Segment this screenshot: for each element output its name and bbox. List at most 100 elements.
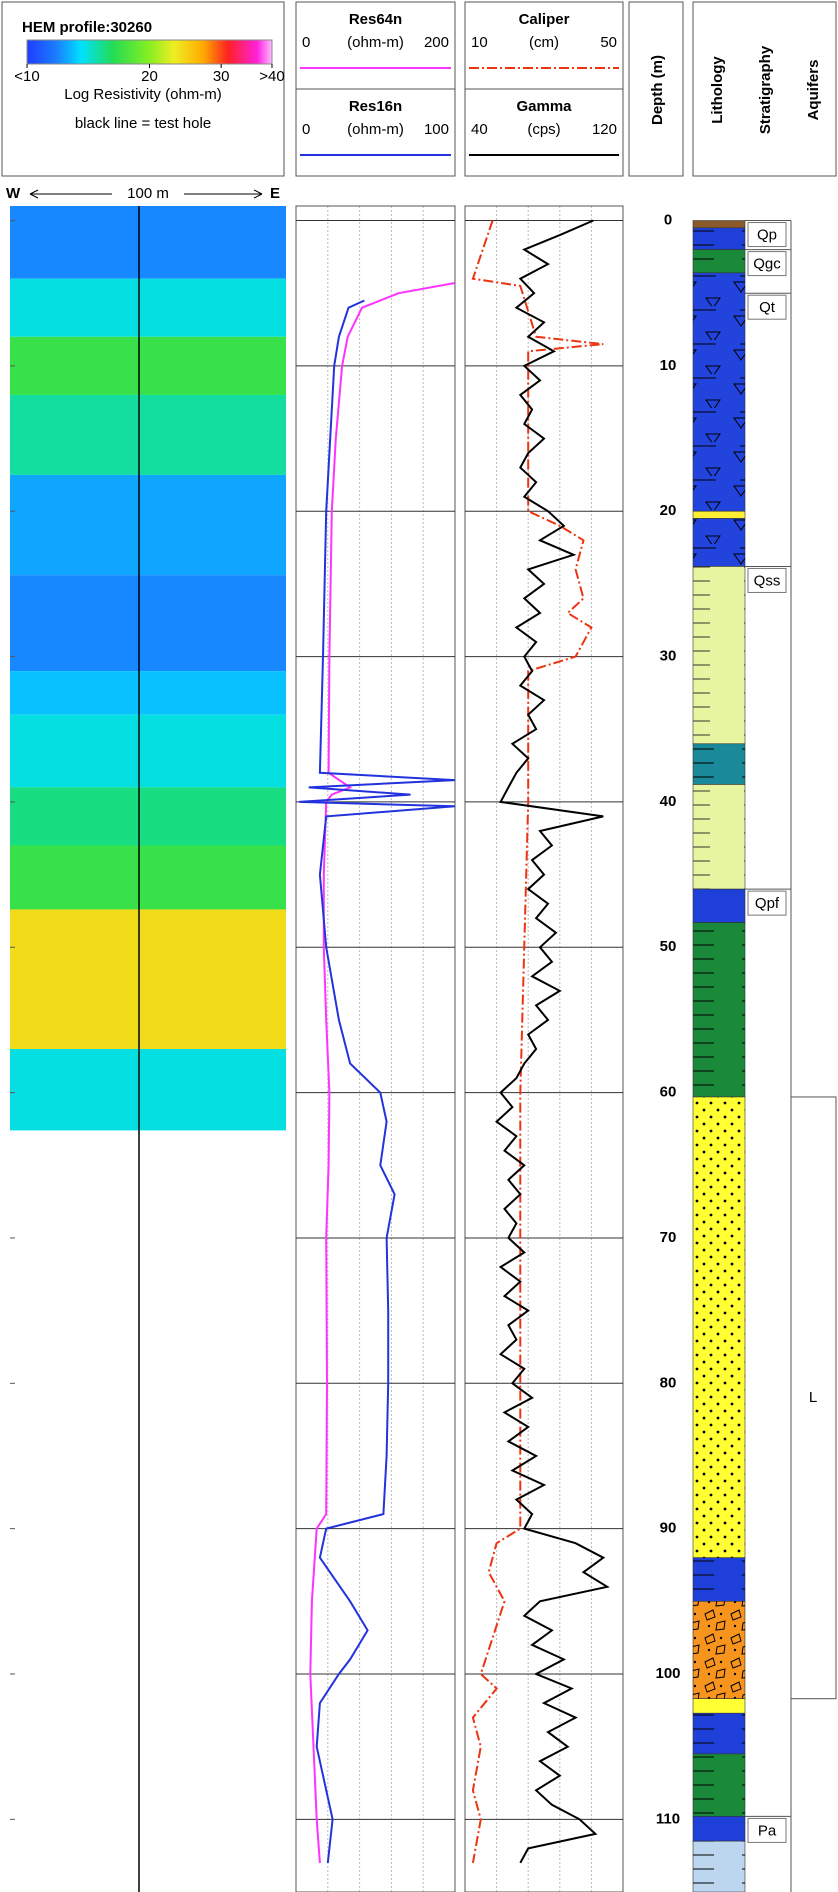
depth-tick-label: 90 — [660, 1520, 677, 1537]
depth-tick-label: 30 — [660, 648, 677, 665]
lithology-layer — [692, 1816, 746, 1842]
depth-axis-title: Depth (m) — [649, 55, 666, 125]
depth-tick-label: 70 — [660, 1229, 677, 1246]
aquifer — [790, 1096, 837, 1700]
lithology-layer — [692, 1698, 746, 1714]
scale-unit: (cps) — [527, 121, 560, 138]
lithology-pattern — [693, 1096, 745, 1558]
lithology-pattern — [693, 743, 745, 785]
distance-label: 100 m — [127, 185, 169, 202]
lithology-layer — [692, 510, 746, 519]
track-curves — [471, 219, 610, 1864]
track-frame — [464, 205, 624, 1892]
scale-max: 120 — [592, 121, 617, 138]
depth-tick-label: 60 — [660, 1084, 677, 1101]
scale-unit: (ohm-m) — [347, 34, 404, 51]
aquifers-title: Aquifers — [805, 60, 822, 121]
lithology-layer — [692, 888, 746, 923]
depth-tick-label: 110 — [656, 1810, 680, 1827]
aquifer-label: L — [809, 1389, 817, 1406]
colorbar-tick-label: 30 — [213, 68, 230, 85]
unit-label: Qp — [757, 227, 777, 244]
unit-label-box — [747, 222, 787, 248]
depth-tick-label: 80 — [660, 1374, 677, 1391]
direction-arrows — [29, 189, 263, 199]
scale-unit: (ohm-m) — [347, 121, 404, 138]
hem-cell — [10, 336, 286, 395]
lithology-pattern — [693, 272, 745, 512]
lithology-pattern — [693, 518, 745, 567]
scale-min: 0 — [302, 34, 310, 51]
hem-cell — [10, 787, 286, 846]
unit-label: Qt — [759, 299, 776, 316]
series-name: Caliper — [519, 11, 570, 28]
lithology-title: Lithology — [709, 56, 726, 124]
depth-tick-label: 10 — [660, 357, 677, 374]
depth-tick-label: 100 — [655, 1665, 680, 1682]
lithology-layer — [692, 220, 746, 229]
unit-label-box — [747, 567, 787, 593]
hem-cell — [10, 474, 286, 576]
hem-cell — [10, 845, 286, 910]
unit-label: Qgc — [753, 256, 781, 273]
colorbar — [26, 39, 273, 65]
unit-label: Qss — [754, 572, 781, 589]
colorbar-tick-label: >40 — [259, 68, 284, 85]
east-label: E — [270, 185, 280, 202]
lithology-pattern — [693, 1753, 745, 1817]
track-frame — [295, 205, 456, 1892]
hem-cell — [10, 1049, 286, 1131]
scale-max: 200 — [424, 34, 449, 51]
hem-note: black line = test hole — [75, 115, 211, 132]
hem-cell — [10, 206, 286, 279]
hem-cell — [10, 575, 286, 672]
depth-tick-label: 40 — [660, 793, 677, 810]
series-name: Res64n — [349, 11, 402, 28]
hem-cell — [10, 278, 286, 337]
colorbar-label: Log Resistivity (ohm-m) — [64, 86, 222, 103]
colorbar-tick-label: <10 — [14, 68, 39, 85]
hem-title: HEM profile:30260 — [22, 19, 152, 36]
depth-tick-label: 20 — [660, 502, 677, 519]
hem-cell — [10, 909, 286, 1049]
scale-min: 40 — [471, 121, 488, 138]
scale-min: 0 — [302, 121, 310, 138]
unit-label-box — [747, 294, 787, 320]
lithology-pattern — [693, 566, 745, 744]
lithology-pattern — [693, 1601, 745, 1699]
lithology-pattern — [693, 784, 745, 890]
log-curve — [471, 220, 604, 1864]
unit-label-box — [747, 251, 787, 277]
scale-min: 10 — [471, 34, 488, 51]
log-curve — [299, 299, 455, 1864]
hem-cell — [10, 671, 286, 715]
hem-cell — [10, 714, 286, 788]
lithology-pattern — [693, 1557, 745, 1602]
unit-label-box — [747, 1817, 787, 1843]
unit-label-box — [747, 890, 787, 916]
lithology-pattern — [693, 1841, 745, 1892]
scale-unit: (cm) — [529, 34, 559, 51]
series-name: Gamma — [516, 98, 572, 115]
lithology-pattern — [693, 249, 745, 273]
lithology-pattern — [693, 1713, 745, 1754]
colorbar-tick-label: 20 — [141, 68, 158, 85]
west-label: W — [6, 185, 21, 202]
stratigraphy-title: Stratigraphy — [757, 45, 774, 134]
depth-header-box — [628, 1, 684, 177]
lithology-pattern — [693, 922, 745, 1097]
unit-label: Pa — [758, 1822, 777, 1839]
scale-max: 50 — [600, 34, 617, 51]
log-curve — [495, 219, 610, 1864]
depth-tick-label: 50 — [660, 938, 677, 955]
track-curves — [299, 282, 455, 1864]
unit-label: Qpf — [755, 895, 780, 912]
hem-cell — [10, 394, 286, 475]
scale-max: 100 — [424, 121, 449, 138]
depth-tick-label: 0 — [664, 212, 672, 229]
lithology-pattern — [693, 227, 745, 250]
log-curve — [309, 282, 455, 1863]
hem-header-box — [1, 1, 285, 177]
series-name: Res16n — [349, 98, 402, 115]
